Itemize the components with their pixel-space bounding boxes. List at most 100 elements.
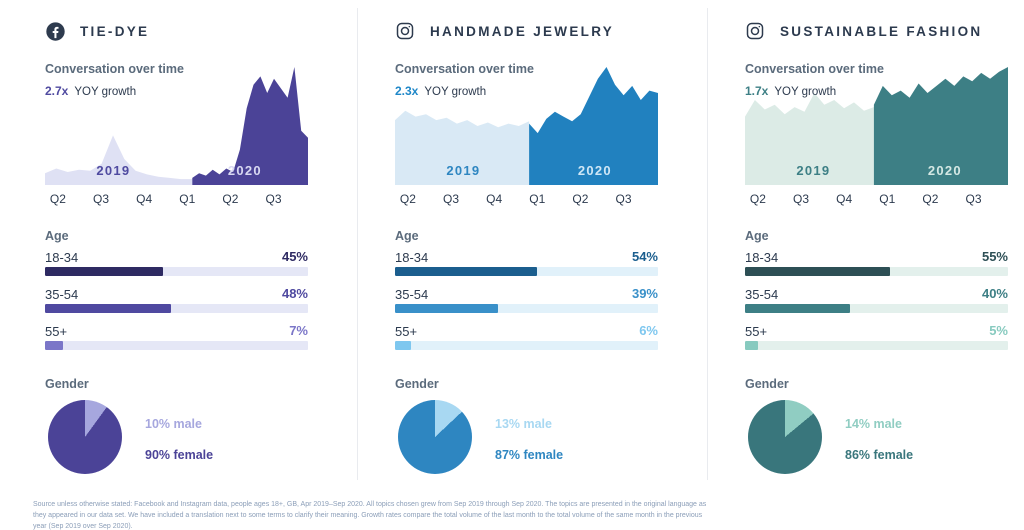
age-bar-fill — [45, 304, 172, 313]
age-bar-fill — [395, 267, 538, 276]
age-bar-fill — [395, 341, 411, 350]
male-percentage-label: 14% male — [845, 417, 902, 431]
age-bar-track — [745, 267, 1008, 276]
conversation-over-time-label: Conversation over time — [45, 62, 184, 76]
gender-section-label: Gender — [745, 377, 789, 391]
age-percentage: 6% — [639, 323, 658, 338]
age-bucket-label: 18-34 — [395, 250, 429, 265]
age-percentage: 40% — [981, 286, 1008, 301]
year-label-2020: 2020 — [577, 163, 612, 178]
age-percentage: 39% — [631, 286, 658, 301]
yoy-growth: 1.7x YOY growth — [745, 84, 836, 98]
conversation-area-chart: 2019 2020 — [395, 60, 658, 185]
axis-tick: Q2 — [49, 192, 66, 206]
yoy-growth-label: YOY growth — [774, 86, 837, 98]
axis-tick: Q1 — [179, 192, 196, 206]
age-bucket-label: 55+ — [395, 324, 418, 339]
age-section-label: Age — [395, 229, 419, 243]
age-section-label: Age — [745, 229, 769, 243]
area-2020 — [873, 67, 1008, 185]
age-row-35-54: 35-54 48% — [45, 286, 308, 316]
quarter-axis: Q2 Q3 Q4 Q1 Q2 Q3 — [395, 192, 658, 207]
topic-title: HANDMADE JEWELRY — [430, 24, 615, 39]
yoy-growth-value: 2.3x — [395, 84, 419, 98]
age-bar-track — [45, 304, 308, 313]
quarter-axis: Q2 Q3 Q4 Q1 Q2 Q3 — [745, 192, 1008, 207]
axis-tick: Q3 — [443, 192, 460, 206]
facebook-icon — [45, 21, 66, 42]
age-row-55-plus: 55+ 7% — [45, 323, 308, 353]
age-row-18-34: 18-34 45% — [45, 249, 308, 279]
column-header: SUSTAINABLE FASHION — [745, 21, 982, 42]
age-bucket-label: 35-54 — [745, 287, 779, 302]
female-percentage-label: 86% female — [845, 448, 914, 462]
area-2019 — [395, 110, 530, 185]
column-divider — [357, 8, 358, 480]
axis-tick: Q2 — [922, 192, 939, 206]
male-percentage-label: 10% male — [145, 417, 202, 431]
axis-tick: Q3 — [615, 192, 632, 206]
age-bucket-label: 35-54 — [395, 287, 429, 302]
age-bar-track — [745, 341, 1008, 350]
male-percentage-label: 13% male — [495, 417, 552, 431]
age-bar-fill — [45, 341, 64, 350]
quarter-axis: Q2 Q3 Q4 Q1 Q2 Q3 — [45, 192, 308, 207]
yoy-growth-label: YOY growth — [74, 86, 137, 98]
gender-pie-chart — [398, 400, 472, 474]
age-bar-track — [395, 267, 658, 276]
column-header: HANDMADE JEWELRY — [395, 21, 614, 42]
yoy-growth: 2.7x YOY growth — [45, 84, 136, 98]
column-header: TIE-DYE — [45, 21, 149, 42]
age-bar-track — [395, 304, 658, 313]
age-row-55-plus: 55+ 6% — [395, 323, 658, 353]
age-bucket-label: 35-54 — [45, 287, 79, 302]
yoy-growth-value: 2.7x — [45, 84, 69, 98]
yoy-growth: 2.3x YOY growth — [395, 84, 486, 98]
year-label-2020: 2020 — [227, 163, 262, 178]
gender-section-label: Gender — [45, 377, 89, 391]
age-row-55-plus: 55+ 5% — [745, 323, 1008, 353]
age-bar-fill — [45, 267, 164, 276]
area-2019 — [745, 93, 874, 185]
yoy-growth-value: 1.7x — [745, 84, 769, 98]
conversation-area-chart: 2019 2020 — [45, 60, 308, 185]
topic-title: SUSTAINABLE FASHION — [780, 24, 983, 39]
topic-column-sustainable-fashion: SUSTAINABLE FASHION Conversation over ti… — [745, 0, 1008, 500]
age-bar-track — [745, 304, 1008, 313]
topic-title: TIE-DYE — [80, 24, 150, 39]
axis-tick: Q3 — [265, 192, 282, 206]
topic-column-tie-dye: TIE-DYE Conversation over time 2.7x YOY g… — [45, 0, 308, 500]
age-bucket-label: 18-34 — [45, 250, 79, 265]
gender-section-label: Gender — [395, 377, 439, 391]
conversation-over-time-label: Conversation over time — [745, 62, 884, 76]
axis-tick: Q4 — [836, 192, 853, 206]
age-row-18-34: 18-34 55% — [745, 249, 1008, 279]
age-percentage: 54% — [631, 249, 658, 264]
conversation-area-chart: 2019 2020 — [745, 60, 1008, 185]
column-divider — [707, 8, 708, 480]
age-bar-fill — [745, 304, 851, 313]
age-bar-track — [45, 341, 308, 350]
year-label-2020: 2020 — [927, 163, 962, 178]
age-percentage: 5% — [989, 323, 1008, 338]
gender-pie-chart — [748, 400, 822, 474]
age-percentage: 55% — [981, 249, 1008, 264]
year-label-2019: 2019 — [446, 163, 481, 178]
age-percentage: 45% — [281, 249, 308, 264]
area-2020 — [529, 67, 658, 185]
female-percentage-label: 87% female — [495, 448, 564, 462]
topic-column-handmade-jewelry: HANDMADE JEWELRY Conversation over time … — [395, 0, 658, 500]
axis-tick: Q4 — [486, 192, 503, 206]
age-percentage: 7% — [289, 323, 308, 338]
source-footnote: Source unless otherwise stated: Facebook… — [33, 501, 707, 530]
age-bar-fill — [395, 304, 498, 313]
age-section-label: Age — [45, 229, 69, 243]
area-2020 — [192, 67, 308, 185]
instagram-icon — [745, 21, 766, 42]
axis-tick: Q3 — [793, 192, 810, 206]
age-percentage: 48% — [281, 286, 308, 301]
axis-tick: Q1 — [529, 192, 546, 206]
axis-tick: Q3 — [93, 192, 110, 206]
age-bucket-label: 55+ — [45, 324, 68, 339]
